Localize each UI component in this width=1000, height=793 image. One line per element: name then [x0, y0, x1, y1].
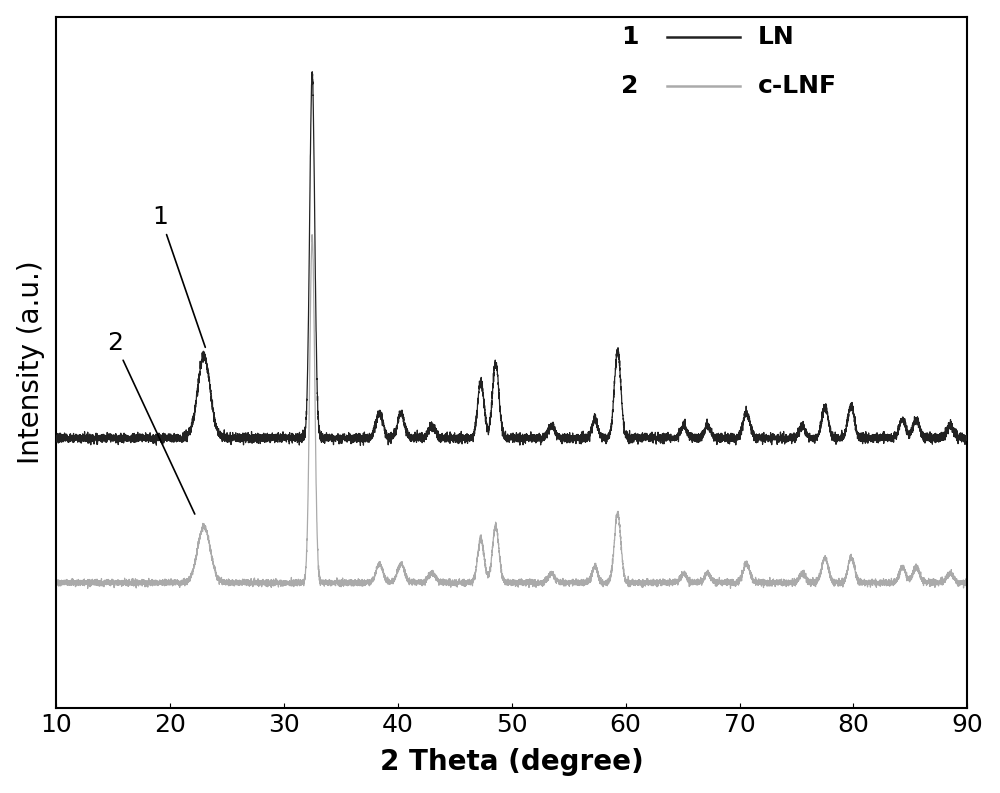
Y-axis label: Intensity (a.u.): Intensity (a.u.) — [17, 261, 45, 465]
Text: 2: 2 — [621, 74, 638, 98]
Text: c-LNF: c-LNF — [758, 74, 837, 98]
Text: LN: LN — [758, 25, 795, 49]
Text: 1: 1 — [621, 25, 639, 49]
X-axis label: 2 Theta (degree): 2 Theta (degree) — [380, 749, 643, 776]
Text: 2: 2 — [107, 331, 195, 514]
Text: 1: 1 — [153, 205, 205, 347]
